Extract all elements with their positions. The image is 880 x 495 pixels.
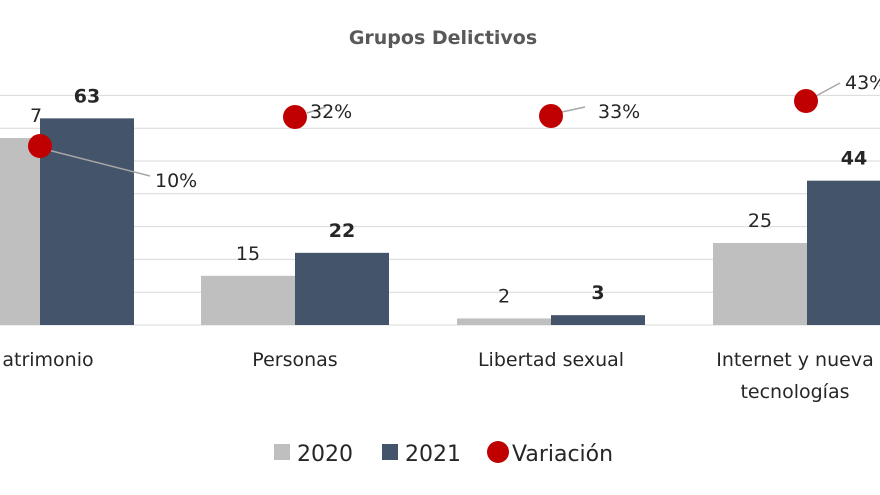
legend-label-2020: 2020 (297, 442, 353, 467)
bar-2021-0 (40, 118, 134, 325)
category-labels: atrimonio Personas Libertad sexual Internet… (2, 349, 873, 403)
variacion-series: 10% 32% 33% 43% (28, 72, 880, 192)
data-label-2020-3: 25 (748, 210, 772, 232)
category-label-0: atrimonio (2, 349, 93, 371)
bar-2021-2 (551, 315, 645, 325)
bar-2020-2 (457, 318, 551, 325)
variacion-point-1 (283, 105, 307, 129)
variacion-label-1: 32% (310, 101, 352, 123)
variacion-leader-1 (306, 106, 327, 114)
bars (0, 118, 880, 325)
bar-2020-0 (0, 138, 40, 325)
bar-2021-1 (295, 252, 389, 325)
variacion-label-3: 43% (845, 72, 880, 94)
bar-2021-3 (807, 180, 880, 325)
variacion-leader-2 (561, 106, 586, 113)
legend-label-variacion: Variación (512, 442, 613, 467)
legend-label-2021: 2021 (405, 442, 461, 467)
variacion-point-0 (28, 134, 52, 158)
category-label-1: Personas (252, 349, 337, 371)
data-label-2020-2: 2 (498, 285, 510, 307)
variacion-label-2: 33% (598, 101, 640, 123)
data-label-2020-0: 7 (30, 105, 42, 127)
legend-swatch-2021 (382, 444, 398, 460)
category-label-3-line2: tecnologías (740, 381, 849, 403)
data-label-2021-3: 44 (841, 148, 867, 170)
variacion-label-0: 10% (155, 170, 197, 192)
legend-marker-variacion (487, 441, 509, 463)
category-label-2: Libertad sexual (478, 349, 624, 371)
legend: 2020 2021 Variación (274, 441, 613, 467)
legend-swatch-2020 (274, 444, 290, 460)
variacion-leader-3 (815, 82, 841, 97)
gridlines (0, 94, 880, 326)
data-label-2021-0: 63 (74, 85, 100, 107)
variacion-point-3 (794, 89, 818, 113)
chart-title: Grupos Delictivos (349, 27, 537, 49)
variacion-leader-0 (47, 149, 151, 177)
bar-2020-3 (713, 243, 807, 325)
category-label-3: Internet y nueva (716, 349, 873, 371)
data-label-2020-1: 15 (236, 243, 260, 265)
data-label-2021-1: 22 (329, 220, 355, 242)
data-label-2021-2: 3 (591, 282, 604, 304)
variacion-point-2 (539, 104, 563, 128)
bar-2020-1 (201, 275, 295, 325)
bar-labels: 7 15 2 25 63 22 3 44 (30, 85, 867, 307)
